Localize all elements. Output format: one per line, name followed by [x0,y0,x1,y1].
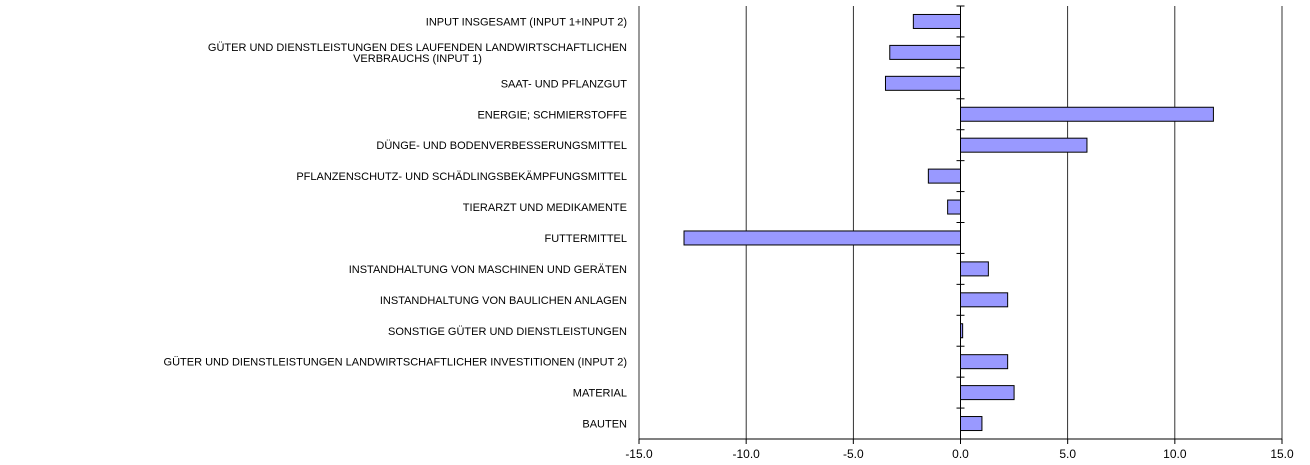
bar [947,199,962,215]
bars [683,13,1214,432]
bar [960,137,1088,153]
bar [960,385,1015,401]
category-label: ENERGIE; SCHMIERSTOFFE [477,109,627,121]
bar [683,230,961,246]
x-tick-label: 0.0 [952,447,969,461]
category-label: INSTANDHALTUNG VON MASCHINEN UND GERÄTEN [349,264,627,276]
category-labels: INPUT INSGESAMT (INPUT 1+INPUT 2) GÜTER U… [164,16,628,430]
bar [960,292,1009,308]
axes [638,5,1283,444]
category-label: GÜTER UND DIENSTLEISTUNGEN DES LAUFENDEN… [208,42,627,54]
category-label: MATERIAL [573,388,627,400]
bar [889,44,962,60]
category-label: SONSTIGE GÜTER UND DIENSTLEISTUNGEN [388,326,627,338]
x-tick-label: 5.0 [1059,447,1076,461]
category-label: SAAT- UND PFLANZGUT [501,78,628,90]
gridlines [638,6,1283,439]
x-tick-label: 15.0 [1270,447,1294,461]
category-label: DÜNGE- UND BODENVERBESSERUNGSMITTEL [376,140,627,152]
x-tick-label: -15.0 [625,447,653,461]
bar [912,13,962,29]
category-label: BAUTEN [582,419,627,431]
category-label: GÜTER UND DIENSTLEISTUNGEN LANDWIRTSCHAF… [164,357,627,369]
bar [927,168,961,184]
x-tick-label: -10.0 [732,447,760,461]
bar [960,106,1214,122]
x-tick-label: 10.0 [1163,447,1187,461]
category-label: FUTTERMITTEL [545,233,628,245]
category-label: INPUT INSGESAMT (INPUT 1+INPUT 2) [426,16,627,28]
category-label: TIERARZT UND MEDIKAMENTE [463,202,627,214]
category-label: PFLANZENSCHUTZ- UND SCHÄDLINGSBEKÄMPFUNG… [296,171,627,183]
bar [960,416,983,432]
bar [960,261,989,277]
bar [960,354,1009,370]
x-tick-labels: -15.0 -10.0 -5.0 0.0 5.0 10.0 15.0 [625,447,1294,461]
x-tick-label: -5.0 [843,447,864,461]
category-label: INSTANDHALTUNG VON BAULICHEN ANLAGEN [380,295,627,307]
bar [884,75,962,91]
category-label: VERBRAUCHS (INPUT 1) [353,53,482,65]
